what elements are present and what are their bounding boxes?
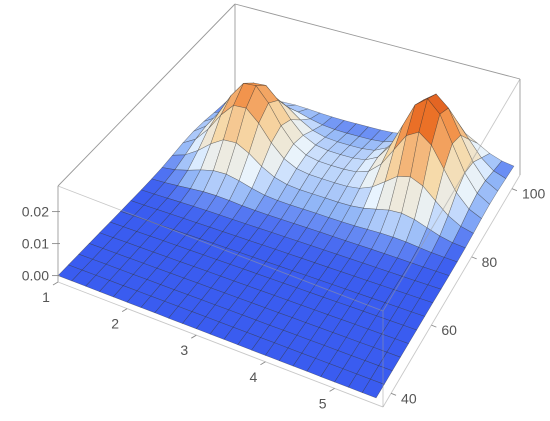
- y-tick-label: 100: [522, 186, 546, 202]
- bounding-box-back: [57, 3, 521, 282]
- x-tick-label: 5: [319, 395, 327, 411]
- x-axis: 1 2 3 4 5: [42, 281, 335, 411]
- x-tick-mark: [52, 281, 59, 286]
- box-edge-front: [382, 174, 521, 408]
- box-edge-front: [57, 281, 384, 408]
- box-edge-back: [234, 3, 521, 80]
- box-edge-front: [382, 78, 521, 312]
- surface-mesh: [57, 82, 515, 399]
- x-tick-label: 2: [111, 316, 119, 332]
- x-tick-mark: [191, 334, 197, 339]
- y-axis: 40 60 80 100: [390, 186, 546, 406]
- y-tick-mark: [431, 324, 437, 328]
- surface-cell: [361, 378, 385, 399]
- y-tick-mark: [471, 256, 477, 260]
- box-edge-front: [57, 185, 384, 312]
- z-tick-label: 0.02: [22, 204, 49, 220]
- x-tick-label: 3: [180, 342, 188, 358]
- y-tick-mark: [511, 188, 518, 192]
- y-tick-label: 40: [401, 390, 417, 406]
- x-tick-mark: [121, 308, 128, 312]
- bounding-box-front: [57, 78, 521, 408]
- y-tick-label: 60: [441, 322, 457, 338]
- z-tick-label: 0.01: [22, 236, 49, 252]
- x-tick-mark: [329, 387, 335, 392]
- x-tick-label: 1: [42, 289, 50, 305]
- y-tick-label: 80: [482, 254, 498, 270]
- y-tick-mark: [390, 392, 397, 396]
- x-tick-label: 4: [250, 369, 258, 385]
- x-tick-mark: [260, 361, 266, 366]
- box-edge-back: [57, 3, 236, 187]
- z-tick-label: 0.00: [22, 268, 49, 284]
- z-axis: 0.00 0.01 0.02: [22, 204, 60, 284]
